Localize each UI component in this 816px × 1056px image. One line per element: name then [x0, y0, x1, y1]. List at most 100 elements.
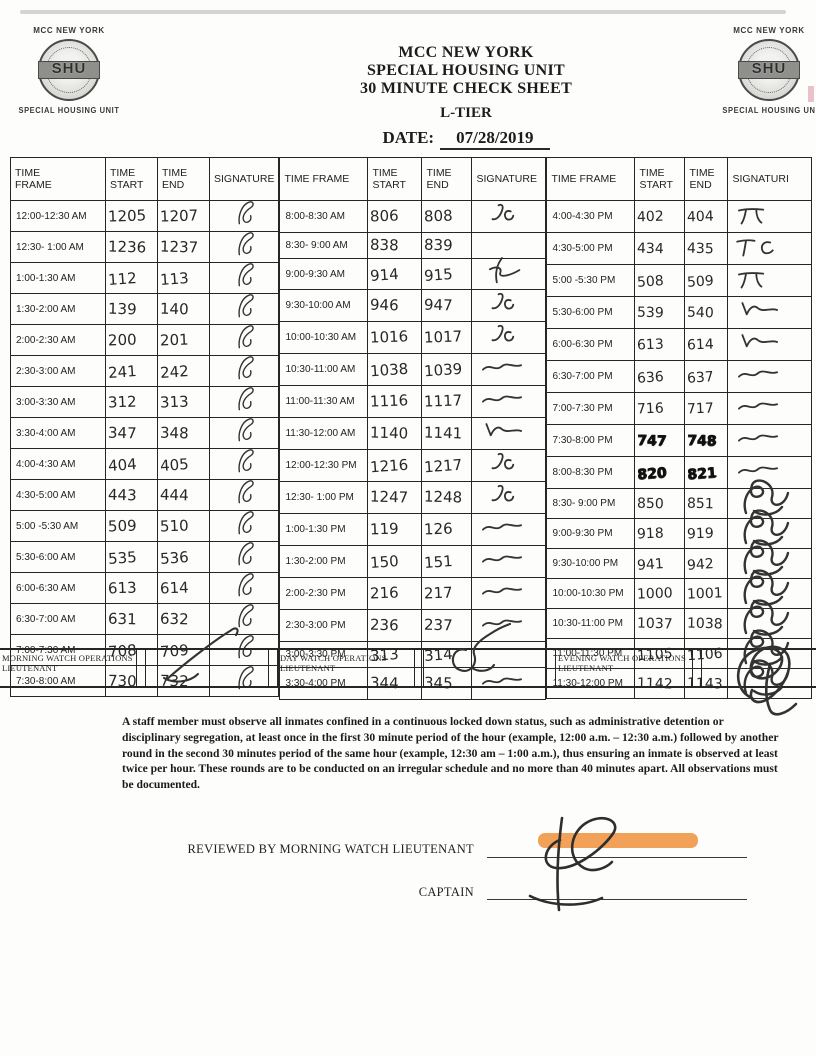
time-frame-cell: 4:30-5:00 PM	[546, 232, 636, 265]
time-start-cell: 1140	[367, 417, 423, 450]
time-start-cell: 636	[634, 360, 686, 393]
time-end-cell: 808	[421, 200, 473, 233]
handwritten-start-time: 509	[107, 516, 137, 535]
time-end-cell: 947	[421, 289, 473, 322]
time-frame-cell: 8:30- 9:00 PM	[546, 488, 636, 519]
check-row: 6:00-6:30 PM 613 614	[546, 328, 813, 361]
time-frame-cell: 9:00-9:30 PM	[546, 518, 636, 549]
officer-signature-mark	[474, 418, 528, 444]
time-frame-cell: 7:30-8:00 PM	[546, 424, 636, 457]
watch-title-text: EVENING WATCH OPERATIONS LIEUTENANT	[558, 653, 686, 673]
signature-cell	[471, 641, 547, 668]
time-start-header-text: TIME START	[639, 167, 673, 191]
handwritten-end-time: 151	[423, 552, 454, 572]
logo-top-text: MCC NEW YORK	[33, 25, 105, 36]
orange-highlighter-mark	[538, 833, 698, 848]
check-table-group-1: TIME FRAME TIME START TIME END SIGNATURE 12:…	[10, 157, 280, 697]
time-end-cell: 1001	[684, 578, 729, 609]
handwritten-start-time: 806	[370, 206, 400, 226]
officer-signature-mark	[474, 578, 528, 604]
handwritten-start-time: 1205	[107, 205, 147, 226]
check-row: 9:00-9:30 PM 918 919	[546, 509, 813, 549]
check-row: 1:00-1:30 AM 112 113	[10, 262, 280, 294]
handwritten-end-time: 1217	[423, 455, 464, 477]
check-row: 1:30-2:00 PM 150 151	[279, 545, 547, 578]
handwritten-start-time: 1216	[369, 455, 410, 477]
time-start-cell: 747	[634, 424, 686, 457]
time-start-cell: 216	[367, 577, 423, 610]
time-end-cell: 637	[684, 360, 729, 393]
time-end-cell: 1207	[157, 200, 210, 232]
time-start-cell: 1038	[367, 353, 423, 386]
time-start-header-text: TIME START	[372, 167, 406, 191]
time-frame-cell: 3:30-4:00 PM	[279, 667, 369, 700]
time-end-cell: 345	[421, 667, 473, 700]
time-end-cell: 201	[157, 324, 210, 356]
signature-header: SIGNATURI	[727, 157, 813, 201]
officer-signature-mark	[730, 457, 784, 483]
time-end-cell: 1143	[684, 668, 729, 699]
signature-cell	[471, 513, 547, 546]
handwritten-end-time: 1017	[424, 327, 463, 347]
time-start-cell: 112	[105, 262, 158, 294]
time-start-cell: 1016	[367, 321, 423, 354]
time-end-cell: 444	[157, 479, 210, 511]
time-frame-cell: 5:00 -5:30 PM	[546, 264, 636, 297]
officer-signature-mark	[212, 573, 262, 598]
officer-signature-mark	[474, 354, 528, 380]
handwritten-end-time: 540	[687, 304, 715, 321]
handwritten-end-time: 313	[159, 392, 189, 411]
time-end-header-text: TIME END	[162, 167, 188, 191]
time-start-cell: 838	[367, 232, 423, 259]
time-end-cell: 242	[157, 355, 210, 387]
form-title-block: MCC NEW YORK SPECIAL HOUSING UNIT 30 MIN…	[240, 44, 692, 150]
check-row: 3:00-3:30 AM 312 313	[10, 386, 280, 418]
signature-cell	[471, 232, 547, 259]
handwritten-start-time: 1016	[370, 327, 409, 347]
signature-cell	[471, 545, 547, 578]
thirty-minute-check-table: TIME FRAME TIME START TIME END SIGNATURE 12:…	[10, 157, 813, 700]
handwritten-end-time: 942	[687, 555, 715, 574]
handwritten-end-time: 201	[159, 330, 189, 349]
time-frame-cell: 11:30-12:00 AM	[279, 417, 369, 450]
officer-signature-mark	[730, 393, 784, 419]
time-end-cell: 348	[157, 417, 210, 449]
handwritten-start-time: 347	[107, 423, 137, 442]
time-frame-cell: 3:30-4:00 AM	[10, 417, 106, 449]
time-end-cell: 1217	[421, 449, 473, 482]
check-row: 12:30- 1:00 AM 1236 1237	[10, 231, 280, 263]
handwritten-start-time: 241	[107, 361, 138, 382]
time-end-cell: 839	[421, 232, 473, 259]
title-line-3: 30 MINUTE CHECK SHEET	[359, 80, 573, 97]
handwritten-start-time: 850	[637, 495, 665, 512]
handwritten-end-time: 405	[159, 454, 190, 475]
signature-header-text: SIGNATURI	[732, 173, 789, 185]
handwritten-end-time: 140	[159, 299, 189, 318]
check-row: 6:30-7:00 PM 636 637	[546, 360, 813, 393]
time-frame-cell: 10:00-10:30 PM	[546, 578, 636, 609]
check-row: 5:00 -5:30 AM 509 510	[10, 510, 280, 542]
handwritten-end-time: 510	[159, 516, 189, 535]
check-row: 3:30-4:00 PM 344 345	[279, 667, 547, 700]
time-start-cell: 914	[367, 258, 423, 290]
officer-signature-mark	[212, 325, 262, 350]
time-frame-cell: 4:30-5:00 AM	[10, 479, 106, 511]
handwritten-end-time: 821	[687, 464, 718, 483]
time-frame-cell: 1:00-1:30 PM	[279, 513, 369, 546]
time-frame-cell: 8:00-8:30 AM	[279, 200, 369, 233]
officer-signature-mark	[212, 480, 262, 505]
officer-signature-mark	[212, 263, 262, 288]
officer-signature-mark	[474, 386, 528, 412]
watch-title-cell: EVENING WATCH OPERATIONS LIEUTENANT	[556, 650, 692, 686]
reviewed-by-label: REVIEWED BY MORNING WATCH LIEUTENANT	[187, 842, 474, 856]
officer-signature-mark	[474, 668, 528, 694]
officer-signature-mark	[212, 294, 262, 319]
signature-cell	[727, 200, 813, 233]
check-row: 8:00-8:30 PM 820 821	[546, 456, 813, 489]
officer-signature-mark	[212, 232, 262, 257]
signature-cell	[727, 296, 813, 329]
signature-cell	[208, 510, 280, 542]
time-frame-cell: 12:00-12:30 AM	[10, 200, 106, 232]
shu-logo-right: MCC NEW YORK SHU SPECIAL HOUSING UN	[714, 26, 816, 115]
handwritten-start-time: 119	[370, 519, 400, 539]
